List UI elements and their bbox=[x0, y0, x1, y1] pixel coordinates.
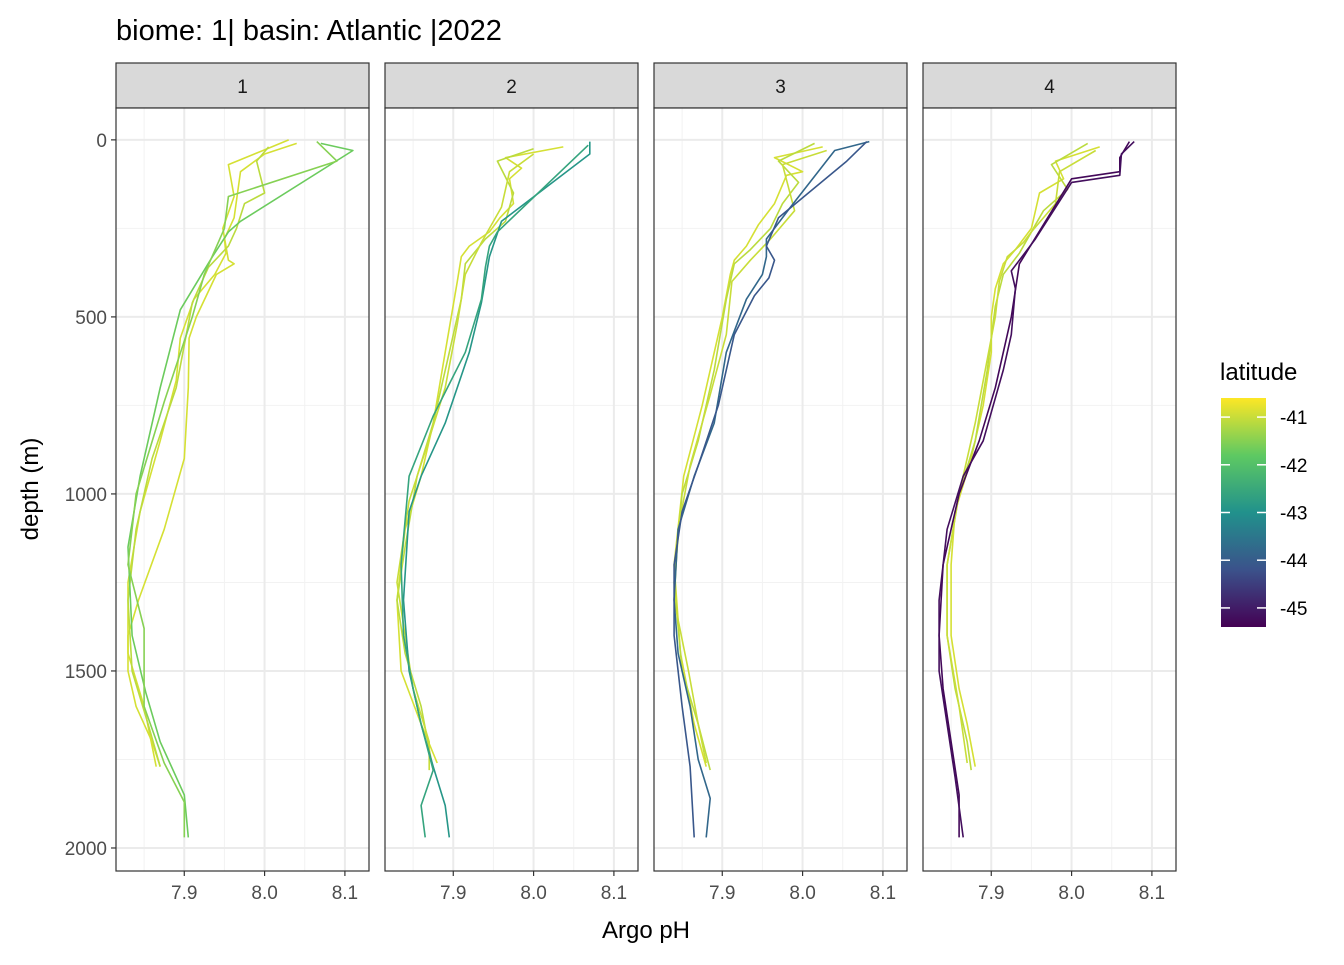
series-line-2-5 bbox=[400, 144, 589, 838]
x-tick-label: 7.9 bbox=[171, 883, 197, 904]
facet-panel-3: 3 7.9 8.0 8.1 bbox=[653, 62, 908, 904]
series-line-3-3 bbox=[673, 149, 827, 764]
series-line-4-4 bbox=[938, 141, 1131, 838]
legend-tick-label: -43 bbox=[1280, 504, 1307, 525]
series-line-2-2 bbox=[396, 147, 534, 771]
series-line-4-5 bbox=[938, 141, 1135, 838]
facet-strip bbox=[922, 62, 1177, 109]
series-line-3-2 bbox=[673, 142, 815, 771]
legend-tick-label: -44 bbox=[1280, 551, 1308, 572]
facet-strip-label: 3 bbox=[775, 77, 786, 98]
facet-strip-label: 1 bbox=[237, 77, 248, 98]
panel-background bbox=[654, 108, 907, 871]
panel-border bbox=[922, 107, 1177, 872]
y-tick-label: 1000 bbox=[65, 485, 107, 506]
legend-tick-label: -41 bbox=[1280, 408, 1307, 429]
facet-panel-1: 1 7.9 8.0 8.1 bbox=[115, 62, 370, 904]
panel-border bbox=[115, 107, 370, 872]
facet-panel-4: 4 7.9 8.0 8.1 bbox=[922, 62, 1177, 904]
facet-strip bbox=[653, 62, 908, 109]
facet-strip-label: 2 bbox=[506, 77, 517, 98]
facet-strip bbox=[384, 62, 639, 109]
y-axis-title: depth (m) bbox=[17, 438, 44, 541]
x-tick-label: 8.1 bbox=[332, 883, 358, 904]
legend-tick-label: -45 bbox=[1280, 599, 1307, 620]
legend: latitude -41 -42 -43 -44 -45 bbox=[1220, 359, 1308, 627]
panel-border bbox=[384, 107, 639, 872]
facet-strip bbox=[115, 62, 370, 109]
x-tick-label: 8.0 bbox=[789, 883, 815, 904]
y-tick-label: 500 bbox=[75, 308, 107, 329]
series-line-1-4 bbox=[127, 142, 354, 838]
legend-tick-label: -42 bbox=[1280, 456, 1307, 477]
x-tick-label: 8.1 bbox=[870, 883, 896, 904]
y-tick-label: 1500 bbox=[65, 662, 107, 683]
x-tick-label: 8.1 bbox=[1139, 883, 1165, 904]
x-tick-label: 8.0 bbox=[520, 883, 546, 904]
series-line-1-1 bbox=[127, 139, 290, 767]
y-tick-label: 0 bbox=[96, 131, 107, 152]
x-tick-label: 8.1 bbox=[601, 883, 627, 904]
chart-title: biome: 1| basin: Atlantic |2022 bbox=[116, 15, 502, 47]
x-tick-label: 7.9 bbox=[440, 883, 466, 904]
series-line-1-5 bbox=[127, 141, 338, 838]
series-line-1-2 bbox=[127, 142, 297, 767]
x-axis-title: Argo pH bbox=[602, 917, 690, 944]
facet-strip-label: 4 bbox=[1044, 77, 1055, 98]
x-tick-label: 7.9 bbox=[978, 883, 1004, 904]
panel-background bbox=[385, 108, 638, 871]
y-tick-label: 2000 bbox=[65, 839, 107, 860]
legend-ticks: -41 -42 -43 -44 -45 bbox=[1221, 408, 1308, 620]
facet-panel-2: 2 7.9 8.0 8.1 bbox=[384, 62, 639, 904]
x-tick-label: 8.0 bbox=[251, 883, 277, 904]
series-line-4-3 bbox=[946, 149, 1097, 764]
facet-panels: 1 7.9 8.0 8.1 2 7.9 8.0 8.1 3 7.9 8.0 8.1 4 7.9 8.0 8.1 bbox=[115, 62, 1177, 904]
y-axis-ticks: 0 500 1000 1500 2000 bbox=[65, 131, 116, 860]
panel-border bbox=[653, 107, 908, 872]
series-line-3-5 bbox=[673, 141, 868, 838]
series-line-2-1 bbox=[396, 146, 564, 764]
x-tick-label: 7.9 bbox=[709, 883, 735, 904]
x-tick-label: 8.0 bbox=[1058, 883, 1084, 904]
legend-title: latitude bbox=[1220, 359, 1297, 386]
series-line-1-3 bbox=[127, 146, 270, 767]
